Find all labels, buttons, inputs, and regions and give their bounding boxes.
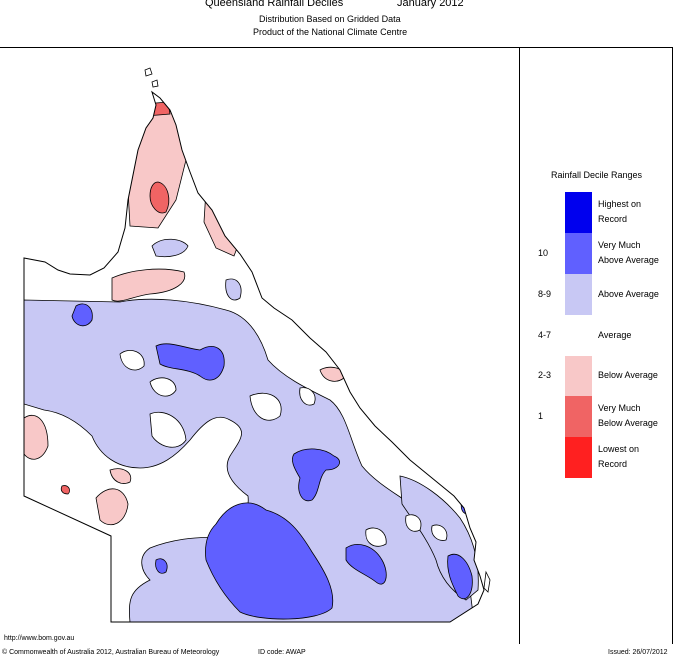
legend-title: Rainfall Decile Ranges xyxy=(550,170,643,180)
legend-swatch-below xyxy=(565,356,592,397)
region-average-hole-1 xyxy=(119,350,145,371)
region-average-hole-7 xyxy=(431,524,448,541)
region-below-gulf xyxy=(111,268,186,302)
map-title: Queensland Rainfall Deciles xyxy=(205,0,344,9)
footer-url[interactable]: http://www.bom.gov.au xyxy=(4,635,75,642)
legend-label-highest: Highest on Record xyxy=(598,197,641,227)
region-very-above-small xyxy=(155,558,168,574)
legend-label-above: Above Average xyxy=(598,289,659,299)
legend-swatch-lowest xyxy=(565,437,592,478)
region-below-west-2 xyxy=(95,488,129,526)
region-very-below-cape-centre xyxy=(149,181,170,214)
region-average-hole-3 xyxy=(149,412,187,448)
map-subtitle-distribution: Distribution Based on Gridded Data xyxy=(259,14,401,24)
region-average-hole-8 xyxy=(365,527,387,547)
legend-swatch-very-much-below xyxy=(565,396,592,437)
region-average-hole-2 xyxy=(149,377,177,397)
region-above-north xyxy=(151,238,189,258)
region-average-hole-6 xyxy=(405,514,422,532)
region-below-cairns xyxy=(203,189,241,257)
legend-label-very-much-above-line1: Very Much xyxy=(598,240,641,250)
footer-id-code: ID code: AWAP xyxy=(258,649,306,656)
legend-swatch-highest xyxy=(565,192,592,233)
legend-label-below: Below Average xyxy=(598,370,658,380)
torres-strait-island-2 xyxy=(151,79,159,88)
legend-label-very-much-above: Very Much Above Average xyxy=(598,238,659,268)
legend-label-lowest-line2: Record xyxy=(598,459,628,469)
fraser-island xyxy=(483,570,491,593)
legend-label-very-much-below-line1: Very Much xyxy=(598,403,641,413)
map-period: January 2012 xyxy=(397,0,464,9)
region-above-main xyxy=(24,298,475,622)
region-very-above-coast xyxy=(447,553,473,600)
legend-range-8-9: 8-9 xyxy=(538,289,552,299)
legend-label-highest-line2: Record xyxy=(598,214,628,224)
region-above-mid-north xyxy=(225,278,242,301)
legend-label-very-much-below: Very Much Below Average xyxy=(598,401,658,431)
legend-swatch-average xyxy=(565,315,592,356)
legend-label-very-much-above-line2: Above Average xyxy=(598,255,659,265)
region-average-hole-5 xyxy=(299,387,316,406)
legend-range-4-7: 4-7 xyxy=(538,330,552,340)
legend-label-average: Average xyxy=(598,330,632,340)
region-very-above-east xyxy=(292,448,340,502)
queensland-outline xyxy=(23,90,485,623)
region-below-small-west xyxy=(60,485,70,495)
torres-strait-island-1 xyxy=(144,67,153,77)
legend-swatch-above xyxy=(565,274,592,315)
legend-divider xyxy=(519,47,520,644)
legend-range-1: 1 xyxy=(538,411,544,421)
map-subtitle-product: Product of the National Climate Centre xyxy=(253,27,408,37)
legend-label-very-much-below-line2: Below Average xyxy=(598,418,658,428)
map-frame xyxy=(0,47,673,644)
region-very-below-cape-tip xyxy=(143,101,171,117)
legend-swatch-very-much-above xyxy=(565,233,592,274)
legend-label-lowest-line1: Lowest on xyxy=(598,444,640,454)
region-average-hole-4 xyxy=(249,392,282,421)
region-very-above-south-mid xyxy=(345,544,387,585)
footer-copyright: © Commonwealth of Australia 2012, Austra… xyxy=(2,649,220,656)
queensland-map xyxy=(23,67,491,623)
region-below-west-1 xyxy=(24,414,49,460)
legend-label-lowest: Lowest on Record xyxy=(598,442,639,472)
region-very-above-west xyxy=(71,303,93,327)
region-below-east-coast xyxy=(319,366,345,382)
footer-issued: Issued: 26/07/2012 xyxy=(608,649,668,656)
region-very-above-central xyxy=(155,343,225,381)
legend-label-highest-line1: Highest on xyxy=(598,199,642,209)
legend-range-10: 10 xyxy=(538,248,549,258)
region-very-above-south xyxy=(205,502,334,620)
legend-range-2-3: 2-3 xyxy=(538,370,552,380)
region-below-west-3 xyxy=(109,468,132,484)
